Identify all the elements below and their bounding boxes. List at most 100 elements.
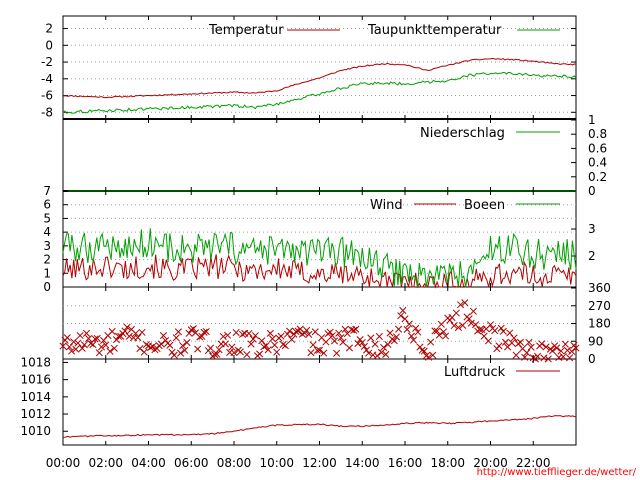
data-point: [320, 349, 328, 357]
data-point: [247, 340, 255, 348]
data-point: [538, 340, 546, 348]
data-point: [307, 349, 315, 357]
data-point: [499, 327, 507, 335]
data-point: [80, 341, 88, 349]
data-point: [523, 349, 531, 357]
data-point: [386, 329, 394, 337]
data-point: [206, 344, 215, 352]
data-point: [333, 349, 341, 357]
data-point: [65, 343, 73, 351]
y-tick-label: 1010: [20, 424, 51, 438]
y-tick-label: 1: [43, 266, 51, 280]
x-tick-label: 06:00: [174, 456, 209, 470]
data-point: [328, 332, 336, 340]
data-point: [497, 324, 505, 332]
y-tick-label: -2: [41, 55, 53, 69]
legend-label-wind: Wind: [370, 198, 403, 213]
x-tick-label: 04:00: [131, 456, 166, 470]
y-tick-label-right: 3: [588, 222, 596, 236]
data-point: [262, 342, 270, 350]
y-tick-label: -6: [41, 89, 53, 103]
data-point: [138, 328, 146, 336]
data-point: [315, 346, 324, 354]
data-point: [313, 346, 321, 354]
data-point: [399, 306, 407, 314]
data-point: [412, 324, 420, 332]
data-point: [134, 334, 142, 342]
y-tick-label: 1016: [20, 373, 51, 387]
data-point: [67, 347, 76, 355]
plot-frame: [62, 15, 577, 446]
data-point: [303, 326, 311, 334]
data-point: [149, 342, 157, 350]
series-line-wind: [62, 254, 577, 289]
data-point: [561, 340, 569, 348]
data-point: [245, 329, 253, 337]
data-point: [271, 341, 279, 349]
data-point: [521, 353, 529, 361]
data-point: [442, 332, 450, 340]
data-point: [572, 344, 580, 352]
data-point: [553, 344, 561, 352]
data-point: [392, 333, 401, 341]
y-tick-label: 2: [43, 253, 51, 267]
data-point: [506, 329, 514, 337]
data-point: [495, 342, 503, 350]
data-point: [91, 335, 99, 343]
data-point: [157, 340, 165, 348]
x-tick-label: 14:00: [345, 456, 380, 470]
y-tick-label-right: 0: [588, 184, 596, 198]
data-point: [395, 325, 403, 333]
data-point: [424, 353, 433, 361]
data-point: [189, 325, 197, 333]
data-point: [95, 349, 103, 357]
data-point: [339, 338, 347, 346]
y-tick-label: -4: [41, 72, 53, 86]
data-point: [202, 327, 210, 336]
data-point: [418, 346, 426, 354]
data-point: [85, 335, 93, 343]
data-point: [251, 332, 259, 340]
data-point: [194, 345, 202, 353]
data-point: [566, 354, 574, 362]
data-point: [309, 341, 317, 349]
data-point: [187, 326, 195, 334]
data-point: [557, 347, 565, 355]
data-point: [367, 334, 375, 342]
data-point: [362, 346, 371, 354]
data-point: [292, 328, 300, 336]
data-point: [352, 325, 360, 333]
x-tick-label: 08:00: [217, 456, 252, 470]
y-tick-label: 4: [43, 225, 51, 239]
data-point: [467, 319, 475, 327]
data-point: [228, 343, 236, 351]
data-point: [478, 326, 486, 334]
x-tick-label: 00:00: [46, 456, 81, 470]
data-point: [89, 341, 97, 349]
data-point: [457, 301, 465, 309]
data-point: [288, 335, 296, 344]
data-point: [429, 351, 437, 359]
y-tick-label-right: 360: [588, 281, 611, 295]
data-point: [230, 349, 238, 357]
data-point: [405, 320, 413, 328]
pressure-panel: 1018 1016 1014 1012 1010 Luftdruck: [20, 355, 577, 438]
data-point: [63, 334, 71, 342]
y-tick-label: 1012: [20, 407, 51, 421]
data-point: [476, 326, 484, 334]
data-point: [345, 344, 353, 352]
data-point: [540, 354, 548, 362]
x-tick-label: 02:00: [88, 456, 123, 470]
data-point: [170, 351, 178, 359]
data-point: [371, 340, 379, 348]
data-point: [305, 330, 313, 339]
data-point: [563, 346, 572, 354]
data-point: [266, 329, 274, 337]
data-point: [273, 348, 281, 356]
data-point: [268, 335, 277, 343]
data-point: [136, 345, 144, 353]
data-point: [110, 344, 118, 352]
y-tick-label-right: 0.8: [588, 127, 607, 141]
series-line-temperatur: [63, 57, 577, 99]
y-tick-label-right: 2: [588, 249, 596, 263]
